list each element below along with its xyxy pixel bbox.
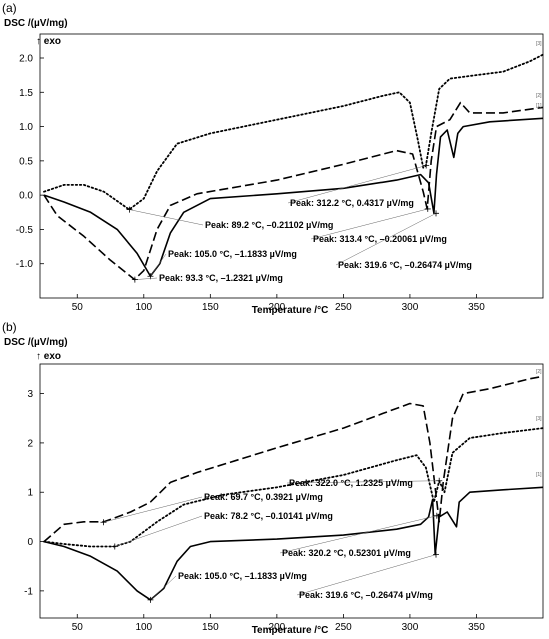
peak-marker bbox=[100, 519, 107, 526]
series-line-solid bbox=[43, 486, 544, 601]
series-label: [3] bbox=[536, 41, 542, 47]
series-line-dashed bbox=[43, 375, 544, 543]
series-line-solid bbox=[43, 117, 544, 277]
peak-annotation-label: Peak: 105.0 °C, –1.1833 µV/mg bbox=[168, 249, 297, 259]
x-tick-label: 100 bbox=[135, 302, 152, 313]
chart-panel-b: 50 100 150 200 250 300 350 -1 0 1 2 3 (b) DSC /(µV/mg… bbox=[2, 320, 544, 636]
annotation-leader-line bbox=[287, 165, 427, 204]
annotation-leader-line bbox=[129, 209, 204, 226]
annotation-leader-line bbox=[296, 554, 437, 596]
annotation-leader-line bbox=[286, 480, 440, 484]
y-tick-label: 2 bbox=[27, 438, 33, 449]
annotation-leader-line bbox=[114, 515, 203, 547]
peak-annotation-label: Peak: 322.0 °C, 1.2325 µV/mg bbox=[289, 478, 413, 488]
y-tick-label: -0.5 bbox=[16, 225, 34, 236]
plot-frame bbox=[39, 33, 544, 299]
series-line-dotted bbox=[43, 53, 544, 211]
y-tick-label: -1 bbox=[24, 586, 33, 597]
x-tick-label: 300 bbox=[402, 622, 419, 633]
y-tick-label: -1.0 bbox=[16, 259, 34, 270]
series-line-dashed bbox=[43, 101, 544, 281]
peak-marker bbox=[111, 543, 118, 550]
x-tick-label: 350 bbox=[468, 302, 485, 313]
y-axis-label: DSC /(µV/mg) bbox=[4, 337, 68, 348]
peak-marker bbox=[423, 162, 430, 169]
peak-annotation-label: Peak: 78.2 °C, –0.10141 µV/mg bbox=[204, 511, 333, 521]
y-tick-label: 1.0 bbox=[19, 122, 33, 133]
x-tick-label: 50 bbox=[72, 622, 84, 633]
peak-marker bbox=[131, 276, 138, 283]
peak-annotation-label: Peak: 89.2 °C, –0.21102 µV/mg bbox=[205, 220, 333, 230]
panel-label: (b) bbox=[2, 320, 17, 334]
exo-direction-label: ↑ exo bbox=[36, 36, 61, 47]
annotation-leader-line bbox=[103, 496, 203, 523]
peak-annotation-label: Peak: 93.3 °C, –1.2321 µV/mg bbox=[159, 273, 283, 283]
x-tick-label: 250 bbox=[335, 302, 352, 313]
peak-annotation-label: Peak: 319.6 °C, –0.26474 µV/mg bbox=[299, 590, 433, 600]
peak-marker bbox=[433, 210, 440, 217]
peak-marker bbox=[126, 206, 133, 213]
chart-panel-a: 50 100 150 200 250 300 350 -1.0 -0.5 0.0 0.5 1.0 1.5… bbox=[2, 1, 544, 316]
x-axis-label: Temperature /°C bbox=[252, 305, 329, 316]
peak-marker bbox=[147, 596, 154, 603]
peak-marker bbox=[433, 512, 440, 519]
peak-marker bbox=[433, 551, 440, 558]
x-tick-label: 200 bbox=[269, 302, 286, 313]
peak-annotation-label: Peak: 320.2 °C, 0.52301 µV/mg bbox=[282, 548, 411, 558]
annotation-leader-line bbox=[279, 515, 437, 554]
x-tick-label: 200 bbox=[269, 622, 286, 633]
peak-annotation-label: Peak: 105.0 °C, –1.1833 µV/mg bbox=[178, 571, 307, 581]
y-tick-label: 0.5 bbox=[19, 156, 33, 167]
peak-marker bbox=[436, 477, 443, 484]
series-label: [1] bbox=[536, 472, 542, 478]
series-label: [1] bbox=[536, 103, 542, 109]
x-tick-label: 100 bbox=[135, 622, 152, 633]
y-tick-label: 2.0 bbox=[19, 54, 33, 65]
x-tick-label: 150 bbox=[202, 622, 219, 633]
y-axis-label: DSC /(µV/mg) bbox=[4, 18, 68, 29]
x-tick-label: 350 bbox=[468, 622, 485, 633]
annotation-leader-line bbox=[150, 253, 167, 277]
x-tick-label: 300 bbox=[402, 302, 419, 313]
panel-label: (a) bbox=[2, 1, 17, 15]
y-tick-label: 1 bbox=[27, 488, 33, 499]
x-axis-label: Temperature /°C bbox=[252, 625, 329, 636]
series-label: [2] bbox=[536, 93, 542, 99]
annotation-leader-line bbox=[310, 208, 428, 240]
series-label: [2] bbox=[536, 369, 542, 375]
x-tick-label: 50 bbox=[72, 302, 84, 313]
annotation-leader-line bbox=[134, 277, 158, 280]
peak-annotation-label: Peak: 69.7 °C, 0.3921 µV/mg bbox=[204, 492, 323, 502]
y-tick-label: 0.0 bbox=[19, 191, 33, 202]
x-tick-label: 250 bbox=[335, 622, 352, 633]
y-tick-label: 3 bbox=[27, 389, 33, 400]
y-tick-label: 0 bbox=[27, 537, 33, 548]
annotation-leader-line bbox=[150, 575, 177, 601]
exo-direction-label: ↑ exo bbox=[36, 351, 61, 362]
series-label: [3] bbox=[536, 416, 542, 422]
y-tick-label: 1.5 bbox=[19, 88, 33, 99]
peak-annotation-label: Peak: 312.2 °C, 0.4317 µV/mg bbox=[290, 198, 414, 208]
peak-annotation-label: Peak: 319.6 °C, –0.26474 µV/mg bbox=[338, 260, 472, 270]
peak-marker bbox=[424, 205, 431, 212]
plot-frame bbox=[39, 363, 544, 619]
peak-annotation-label: Peak: 313.4 °C, –0.20061 µV/mg bbox=[313, 234, 447, 244]
x-tick-label: 150 bbox=[202, 302, 219, 313]
annotation-leader-line bbox=[335, 213, 437, 266]
